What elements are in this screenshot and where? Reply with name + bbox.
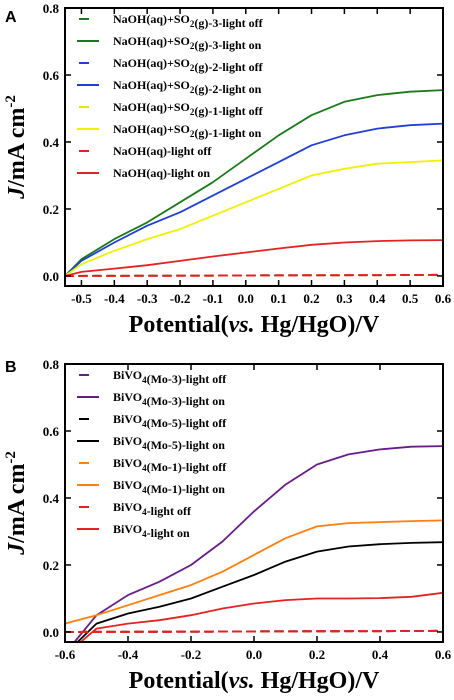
- panel-a: -0.5 -0.4 -0.3 -0.2 -0.1 0.0 0.1 0.2 0.3 0.4 0.5 0.…: [3, 1, 452, 338]
- legend-label: NaOH(aq)+SO2(g)-2-light on: [113, 78, 262, 96]
- y-tick-label: 0.8: [43, 1, 60, 16]
- series-line-1: [73, 445, 443, 642]
- legend-label: BiVO4(Mo-3)-light on: [113, 390, 225, 408]
- y-tick-label: 0.6: [43, 68, 60, 83]
- legend-label: BiVO4(Mo-3)-light off: [113, 368, 227, 386]
- x-tick-label: 0.2: [303, 291, 319, 306]
- legend-label: NaOH(aq)+SO2(g)-3-light off: [113, 12, 264, 30]
- y-tick-label: 0.8: [43, 357, 60, 372]
- legend-label: BiVO4(Mo-5)-light on: [113, 434, 225, 452]
- x-tick-label: -0.1: [203, 291, 224, 306]
- y-tick-label: 0.2: [43, 558, 59, 573]
- x-tick-label: 0.0: [246, 647, 262, 662]
- x-tick-label: 0.6: [435, 647, 452, 662]
- y-tick-label: 0.2: [43, 202, 59, 217]
- legend-label: NaOH(aq)+SO2(g)-1-light off: [113, 100, 264, 118]
- x-tick-label: 0.1: [271, 291, 287, 306]
- y-tick-label: 0.6: [43, 424, 60, 439]
- series-line-5: [65, 159, 443, 277]
- y-axis-title: J/mA cm-2: [3, 451, 30, 556]
- plot-frame: [64, 7, 444, 287]
- panel-label: A: [5, 9, 17, 26]
- series-line-6: [65, 629, 443, 633]
- series-line-3: [76, 541, 443, 642]
- legend-label: BiVO4-light off: [113, 500, 192, 518]
- x-tick-label: 0.2: [309, 647, 325, 662]
- legend-label: BiVO4(Mo-1)-light on: [113, 478, 225, 496]
- legend-label: NaOH(aq)-light on: [113, 166, 210, 180]
- legend: NaOH(aq)+SO2(g)-3-light off NaOH(aq)+SO2(…: [77, 12, 264, 180]
- x-tick-label: -0.5: [71, 291, 92, 306]
- x-tick-label: -0.6: [55, 647, 76, 662]
- legend-label: NaOH(aq)+SO2(g)-2-light off: [113, 56, 264, 74]
- series-line-7: [65, 239, 443, 277]
- x-axis-title: Potential(vs. Hg/HgO)/V: [129, 668, 380, 694]
- panel-b: -0.6 -0.4 -0.2 0.0 0.2 0.4 0.6 0.0 0.2 0.4 0.6 0.8 P…: [3, 357, 452, 694]
- legend-label: NaOH(aq)-light off: [113, 144, 212, 158]
- series-line-7: [79, 591, 443, 642]
- y-tick-label: 0.4: [43, 491, 60, 506]
- x-axis-title: Potential(vs. Hg/HgO)/V: [129, 312, 380, 338]
- legend-label: BiVO4(Mo-1)-light off: [113, 456, 227, 474]
- y-axis-title: J/mA cm-2: [3, 95, 30, 200]
- series-line-1: [65, 89, 443, 277]
- x-tick-label: 0.5: [402, 291, 419, 306]
- x-tick-label: 0.3: [336, 291, 353, 306]
- x-tick-label: -0.3: [137, 291, 158, 306]
- x-tick-label: -0.4: [118, 647, 139, 662]
- series-line-6: [65, 273, 443, 277]
- panel-label: B: [5, 359, 17, 376]
- series-lines: [65, 89, 443, 277]
- x-tick-label: 0.4: [372, 647, 389, 662]
- series-line-5: [65, 519, 443, 625]
- legend-label: BiVO4(Mo-5)-light off: [113, 412, 227, 430]
- x-tick-label: 0.6: [435, 291, 452, 306]
- y-tick-label: 0.4: [43, 135, 60, 150]
- series-line-3: [65, 122, 443, 277]
- x-tick-label: -0.4: [104, 291, 125, 306]
- y-tick-label: 0.0: [43, 269, 59, 284]
- legend-label: NaOH(aq)+SO2(g)-1-light on: [113, 122, 262, 140]
- x-tick-label: 0.4: [369, 291, 386, 306]
- x-tick-label: -0.2: [170, 291, 191, 306]
- legend-label: BiVO4-light on: [113, 522, 190, 540]
- y-tick-label: 0.0: [43, 625, 59, 640]
- legend: BiVO4(Mo-3)-light off BiVO4(Mo-3)-light o…: [77, 368, 227, 540]
- legend-label: NaOH(aq)+SO2(g)-3-light on: [113, 34, 262, 52]
- series-lines: [65, 445, 443, 642]
- x-tick-label: -0.2: [181, 647, 202, 662]
- x-tick-label: 0.0: [238, 291, 254, 306]
